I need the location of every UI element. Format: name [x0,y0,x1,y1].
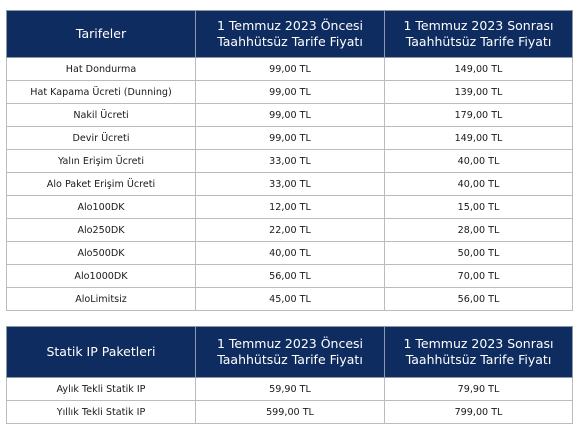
table-row: Hat Dondurma 99,00 TL 149,00 TL [6,57,573,81]
tariff-name-cell: Alo100DK [6,195,196,219]
price-after-cell: 15,00 TL [384,195,573,219]
price-after-cell: 28,00 TL [384,218,573,242]
table-row: Aylık Tekli Statik IP 59,90 TL 79,90 TL [6,377,573,401]
price-after-cell: 40,00 TL [384,149,573,173]
price-before-cell: 33,00 TL [195,149,385,173]
header-tariff-name: Tarifeler [6,10,196,58]
price-before-cell: 12,00 TL [195,195,385,219]
table-row: Alo Paket Erişim Ücreti 33,00 TL 40,00 T… [6,172,573,196]
header-static-ip-label: Statik IP Paketleri [46,344,156,359]
tariff-name-cell: Hat Kapama Ücreti (Dunning) [6,80,196,104]
header-price-after: 1 Temmuz 2023 Sonrası Taahhütsüz Tarife … [384,326,573,378]
price-after-cell: 179,00 TL [384,103,573,127]
tariff-name-cell: Alo500DK [6,241,196,265]
table-row: Devir Ücreti 99,00 TL 149,00 TL [6,126,573,150]
tariff-name-cell: Nakil Ücreti [6,103,196,127]
price-before-cell: 99,00 TL [195,126,385,150]
header-price-before-line1: 1 Temmuz 2023 Öncesi [216,18,364,33]
header-tariff-name-label: Tarifeler [75,26,127,41]
header-price-after-line1: 1 Temmuz 2023 Sonrası [403,18,554,33]
price-before-cell: 56,00 TL [195,264,385,288]
price-after-cell: 50,00 TL [384,241,573,265]
static-ip-table-header-row: Statik IP Paketleri 1 Temmuz 2023 Öncesi… [6,326,573,378]
price-after-cell: 799,00 TL [384,400,573,424]
tariff-table: Tarifeler 1 Temmuz 2023 Öncesi Taahhütsü… [6,10,573,311]
table-row: Alo500DK 40,00 TL 50,00 TL [6,241,573,265]
price-before-cell: 99,00 TL [195,80,385,104]
price-before-cell: 99,00 TL [195,57,385,81]
header-price-before-line2: Taahhütsüz Tarife Fiyatı [217,34,363,49]
price-after-cell: 149,00 TL [384,126,573,150]
header-price-before: 1 Temmuz 2023 Öncesi Taahhütsüz Tarife F… [195,326,385,378]
header-price-before-line2: Taahhütsüz Tarife Fiyatı [217,352,363,367]
header-price-before: 1 Temmuz 2023 Öncesi Taahhütsüz Tarife F… [195,10,385,58]
price-after-cell: 56,00 TL [384,287,573,311]
tariff-table-header-row: Tarifeler 1 Temmuz 2023 Öncesi Taahhütsü… [6,10,573,58]
package-name-cell: Yıllık Tekli Statik IP [6,400,196,424]
header-price-after: 1 Temmuz 2023 Sonrası Taahhütsüz Tarife … [384,10,573,58]
price-before-cell: 45,00 TL [195,287,385,311]
static-ip-table: Statik IP Paketleri 1 Temmuz 2023 Öncesi… [6,326,573,424]
table-row: Alo1000DK 56,00 TL 70,00 TL [6,264,573,288]
tariff-name-cell: Alo Paket Erişim Ücreti [6,172,196,196]
price-after-cell: 40,00 TL [384,172,573,196]
price-after-cell: 70,00 TL [384,264,573,288]
price-before-cell: 59,90 TL [195,377,385,401]
price-after-cell: 149,00 TL [384,57,573,81]
table-row: Nakil Ücreti 99,00 TL 179,00 TL [6,103,573,127]
price-before-cell: 40,00 TL [195,241,385,265]
tariff-name-cell: AloLimitsiz [6,287,196,311]
table-row: Yalın Erişim Ücreti 33,00 TL 40,00 TL [6,149,573,173]
tariff-name-cell: Yalın Erişim Ücreti [6,149,196,173]
price-before-cell: 599,00 TL [195,400,385,424]
price-before-cell: 99,00 TL [195,103,385,127]
header-price-after-line1: 1 Temmuz 2023 Sonrası [403,336,554,351]
price-after-cell: 139,00 TL [384,80,573,104]
price-before-cell: 22,00 TL [195,218,385,242]
tariff-name-cell: Alo1000DK [6,264,196,288]
price-after-cell: 79,90 TL [384,377,573,401]
header-static-ip-packages: Statik IP Paketleri [6,326,196,378]
table-row: Yıllık Tekli Statik IP 599,00 TL 799,00 … [6,400,573,424]
table-row: Alo250DK 22,00 TL 28,00 TL [6,218,573,242]
tariff-name-cell: Devir Ücreti [6,126,196,150]
table-row: Alo100DK 12,00 TL 15,00 TL [6,195,573,219]
tariff-name-cell: Alo250DK [6,218,196,242]
header-price-after-line2: Taahhütsüz Tarife Fiyatı [405,34,552,49]
header-price-after-line2: Taahhütsüz Tarife Fiyatı [405,352,552,367]
tariff-name-cell: Hat Dondurma [6,57,196,81]
package-name-cell: Aylık Tekli Statik IP [6,377,196,401]
price-before-cell: 33,00 TL [195,172,385,196]
header-price-before-line1: 1 Temmuz 2023 Öncesi [216,336,364,351]
table-row: Hat Kapama Ücreti (Dunning) 99,00 TL 139… [6,80,573,104]
table-row: AloLimitsiz 45,00 TL 56,00 TL [6,287,573,311]
